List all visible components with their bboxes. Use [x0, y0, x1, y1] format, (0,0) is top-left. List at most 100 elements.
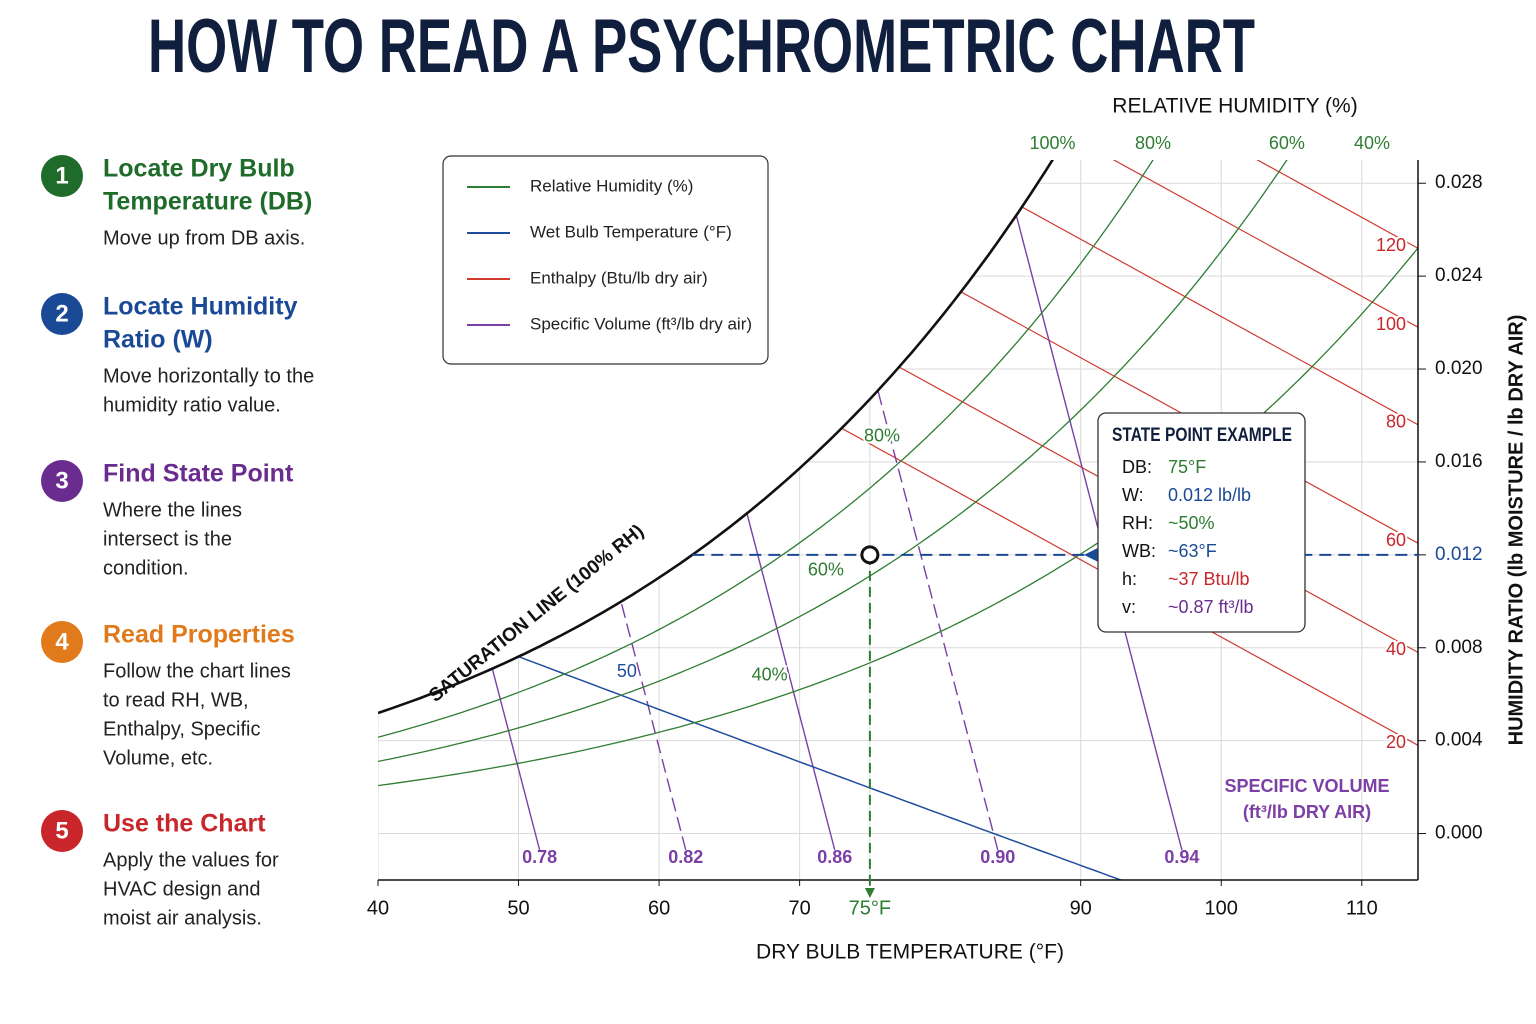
chart-overlay: 40 50 60 70 75°F 90 100 110 0.000 0.004 0.008 0.012… — [367, 133, 1483, 920]
enthalpy-label: 40 — [1386, 639, 1406, 659]
state-point — [860, 545, 880, 565]
step-number: 3 — [55, 467, 68, 494]
step-text: HVAC design and — [103, 878, 261, 900]
x-tick-label: 60 — [648, 897, 670, 919]
wet-bulb-line — [518, 655, 1418, 880]
legend-label: Relative Humidity (%) — [530, 176, 693, 195]
step-text: to read RH, WB, — [103, 689, 249, 711]
step-text: moist air analysis. — [103, 907, 262, 929]
step-text: Volume, etc. — [103, 747, 213, 769]
legend-label: Wet Bulb Temperature (°F) — [530, 222, 732, 241]
specific-volume-label: 0.82 — [668, 847, 703, 867]
state-row-label: v: — [1122, 597, 1136, 617]
rh-top-label: 100% — [1029, 133, 1075, 153]
rh-top-label: 60% — [1269, 133, 1305, 153]
state-row-value: 0.012 lb/lb — [1168, 485, 1251, 505]
y-tick-label: 0.016 — [1435, 451, 1483, 472]
step-title: Find State Point — [103, 460, 294, 488]
step-text: humidity ratio value. — [103, 394, 281, 416]
step-number: 4 — [55, 628, 69, 655]
step-text: Enthalpy, Specific — [103, 718, 261, 740]
top-axis-title: RELATIVE HUMIDITY (%) — [1112, 95, 1357, 118]
step-badge — [41, 460, 83, 502]
rh-curve — [378, 160, 1300, 763]
y-tick-label: 0.000 — [1435, 823, 1483, 844]
specific-volume-line — [1001, 160, 1183, 851]
enthalpy-label: 60 — [1386, 530, 1406, 550]
state-row-label: h: — [1122, 569, 1137, 589]
step-title: Use the Chart — [103, 810, 266, 838]
specific-volume-label: 0.94 — [1164, 847, 1199, 867]
step-title: Locate Humidity — [103, 293, 298, 321]
step-text: Move horizontally to the — [103, 365, 314, 387]
x-tick-label: 50 — [507, 897, 529, 919]
legend-label: Enthalpy (Btu/lb dry air) — [530, 268, 708, 287]
state-row-value: ~37 Btu/lb — [1168, 569, 1250, 589]
step-text: Where the lines — [103, 499, 242, 521]
step-text: intersect is the — [103, 528, 232, 550]
state-box-title: STATE POINT EXAMPLE — [1112, 425, 1292, 446]
step-badge — [41, 621, 83, 663]
rh-curve-label: 40% — [752, 664, 788, 684]
enthalpy-line — [378, 160, 1418, 426]
state-row-label: WB: — [1122, 541, 1156, 561]
specific-volume-label: 0.78 — [522, 847, 557, 867]
enthalpy-label: 100 — [1376, 314, 1406, 334]
y-tick-label: 0.012 — [1435, 544, 1483, 565]
state-row-value: ~0.87 ft³/lb — [1168, 597, 1254, 617]
state-row-value: ~50% — [1168, 513, 1215, 533]
step-number: 5 — [55, 817, 68, 844]
rh-curve-label: 80% — [864, 426, 900, 446]
x-tick-label: 40 — [367, 897, 389, 919]
state-row-label: RH: — [1122, 513, 1153, 533]
step-title: Ratio (W) — [103, 326, 213, 354]
rh-top-label: 40% — [1354, 133, 1390, 153]
y-tick-label: 0.008 — [1435, 637, 1483, 658]
steps-panel: 1 Locate Dry Bulb Temperature (DB) Move up … — [41, 155, 314, 929]
y-axis-title: HUMIDITY RATIO (lb MOISTURE / lb DRY AIR… — [1505, 315, 1527, 746]
enthalpy-label: 80 — [1386, 412, 1406, 432]
step-text: Apply the values for — [103, 849, 279, 871]
y-tick-label: 0.024 — [1435, 265, 1483, 286]
x-tick-label: 90 — [1070, 897, 1092, 919]
y-tick-label: 0.028 — [1435, 172, 1483, 193]
step-text: Follow the chart lines — [103, 660, 291, 682]
saturation-line — [378, 160, 1055, 715]
legend-label: Specific Volume (ft³/lb dry air) — [530, 314, 752, 333]
enthalpy-line — [378, 160, 1418, 328]
step-badge — [41, 810, 83, 852]
state-arrow-down — [864, 888, 875, 898]
step-badge — [41, 293, 83, 335]
enthalpy-label: 20 — [1386, 732, 1406, 752]
step-number: 1 — [55, 162, 68, 189]
state-row-label: W: — [1122, 485, 1144, 505]
specific-volume-label: 0.86 — [817, 847, 852, 867]
specific-volume-label: 0.90 — [980, 847, 1015, 867]
wet-bulb-label: 50 — [617, 661, 637, 681]
state-arrow — [1084, 547, 1098, 562]
y-tick-label: 0.020 — [1435, 358, 1483, 379]
step-title: Temperature (DB) — [103, 188, 312, 216]
step-number: 2 — [55, 300, 68, 327]
page-title: HOW TO READ A PSYCHROMETRIC CHART — [148, 4, 1255, 89]
rh-top-label: 80% — [1135, 133, 1171, 153]
step-title: Read Properties — [103, 621, 295, 649]
step-badge — [41, 155, 83, 197]
x-tick-label: 110 — [1346, 897, 1378, 919]
x-tick-label: 100 — [1205, 897, 1238, 919]
x-tick-label: 75°F — [849, 897, 891, 919]
step-text: Move up from DB axis. — [103, 227, 305, 249]
state-box — [1097, 412, 1306, 633]
legend-box — [442, 155, 769, 365]
specific-volume-annotation: (ft³/lb DRY AIR) — [1243, 802, 1371, 822]
y-tick-label: 0.004 — [1435, 730, 1483, 751]
step-title: Locate Dry Bulb — [103, 155, 295, 183]
rh-curve-label: 60% — [808, 559, 844, 579]
state-row-value: ~63°F — [1168, 541, 1217, 561]
state-row-label: DB: — [1122, 457, 1152, 477]
enthalpy-label: 120 — [1376, 235, 1406, 255]
specific-volume-annotation: SPECIFIC VOLUME — [1224, 776, 1389, 796]
x-axis-title: DRY BULB TEMPERATURE (°F) — [756, 941, 1064, 964]
